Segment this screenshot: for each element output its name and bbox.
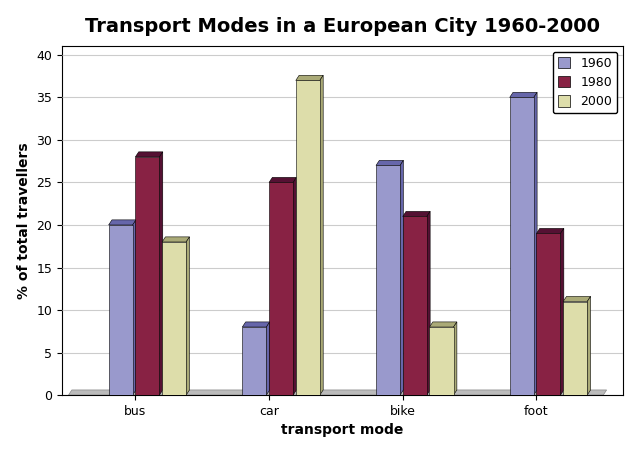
Polygon shape	[403, 212, 430, 217]
X-axis label: transport mode: transport mode	[282, 423, 404, 437]
Bar	[429, 327, 454, 395]
Polygon shape	[68, 390, 607, 395]
Bar	[509, 98, 534, 395]
Legend: 1960, 1980, 2000: 1960, 1980, 2000	[553, 52, 617, 114]
Polygon shape	[588, 296, 591, 395]
Bar	[376, 165, 400, 395]
Polygon shape	[561, 228, 564, 395]
Polygon shape	[243, 322, 269, 327]
Polygon shape	[563, 296, 591, 301]
Polygon shape	[159, 152, 163, 395]
Polygon shape	[109, 220, 136, 225]
Bar	[536, 233, 561, 395]
Polygon shape	[320, 75, 323, 395]
Polygon shape	[400, 160, 403, 395]
Polygon shape	[135, 152, 163, 157]
Bar	[243, 327, 266, 395]
Title: Transport Modes in a European City 1960-2000: Transport Modes in a European City 1960-…	[85, 17, 600, 36]
Polygon shape	[376, 160, 403, 165]
Y-axis label: % of total travellers: % of total travellers	[17, 142, 31, 299]
Bar	[563, 301, 588, 395]
Bar	[162, 242, 186, 395]
Polygon shape	[293, 178, 296, 395]
Bar	[296, 80, 320, 395]
Bar	[109, 225, 132, 395]
Bar	[269, 183, 293, 395]
Polygon shape	[266, 322, 269, 395]
Polygon shape	[429, 322, 457, 327]
Polygon shape	[536, 228, 564, 233]
Polygon shape	[534, 92, 537, 395]
Bar	[403, 217, 427, 395]
Polygon shape	[427, 212, 430, 395]
Polygon shape	[132, 220, 136, 395]
Polygon shape	[454, 322, 457, 395]
Polygon shape	[162, 237, 189, 242]
Polygon shape	[269, 178, 296, 183]
Polygon shape	[509, 92, 537, 98]
Polygon shape	[296, 75, 323, 80]
Polygon shape	[186, 237, 189, 395]
Bar	[135, 157, 159, 395]
